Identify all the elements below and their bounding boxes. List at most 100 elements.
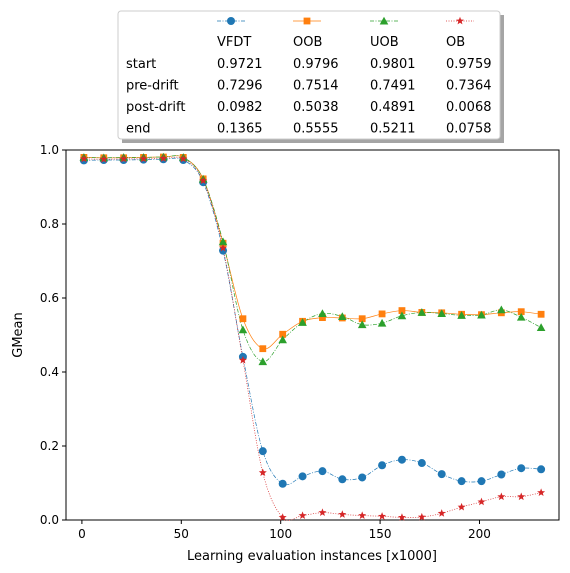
data-point-vfdt: [457, 477, 466, 486]
legend-marker-oob: [303, 17, 311, 25]
data-point-ob: [238, 355, 247, 364]
data-point-oob: [319, 314, 326, 322]
legend-cell: 0.1365: [217, 122, 263, 137]
y-tick-label: 0.2: [40, 439, 59, 453]
legend-marker-vfdt: [227, 17, 235, 25]
series-line-oob: [83, 155, 542, 350]
legend-row-label: pre-drift: [126, 79, 179, 94]
data-point-ob: [477, 497, 486, 506]
data-point-oob: [259, 345, 267, 353]
legend: VFDT OOB UOB OB start 0.9721 0.9796 0.9801 0.975…: [117, 10, 504, 143]
data-point-vfdt: [477, 477, 486, 486]
data-point-vfdt: [318, 467, 327, 476]
data-point-ob: [219, 243, 228, 252]
x-tick-label: 150: [369, 527, 392, 541]
data-point-ob: [457, 502, 466, 511]
y-axis-ticks: 0.0 0.2 0.4 0.6 0.8 1.0: [40, 143, 66, 527]
x-tick-label: 0: [78, 527, 86, 541]
data-point-oob: [537, 310, 545, 318]
series-lines: [83, 155, 542, 521]
data-point-vfdt: [298, 472, 307, 481]
data-point-ob: [537, 488, 546, 497]
data-point-uob: [357, 320, 367, 329]
data-point-uob: [497, 305, 506, 314]
legend-frame: [117, 10, 501, 140]
data-point-ob: [139, 154, 148, 163]
data-point-ob: [497, 492, 506, 501]
y-tick-label: 1.0: [40, 143, 59, 157]
data-point-ob: [318, 508, 327, 516]
data-point-vfdt: [537, 465, 546, 474]
data-point-vfdt: [258, 447, 267, 456]
data-point-ob: [338, 510, 347, 518]
data-point-uob: [457, 311, 466, 319]
y-tick-label: 0.6: [40, 291, 59, 305]
legend-cell: 0.5038: [293, 100, 339, 115]
legend-table: VFDT OOB UOB OB start 0.9721 0.9796 0.9801 0.975…: [126, 35, 492, 137]
legend-row-label: start: [126, 57, 156, 72]
y-axis-label: GMean: [11, 312, 26, 358]
data-point-ob: [199, 176, 208, 185]
legend-cell: 0.5211: [370, 122, 416, 137]
data-point-ob: [378, 512, 387, 520]
data-point-vfdt: [278, 479, 287, 488]
data-point-uob: [258, 357, 268, 366]
data-point-uob: [536, 323, 546, 332]
data-point-oob: [239, 315, 247, 323]
data-point-uob: [377, 318, 387, 327]
data-point-ob: [298, 511, 307, 519]
data-point-uob: [318, 309, 327, 317]
data-point-oob: [517, 308, 525, 316]
data-point-vfdt: [219, 246, 228, 255]
legend-column-header: OB: [446, 35, 465, 50]
data-point-vfdt: [397, 455, 406, 464]
data-point-ob: [179, 154, 188, 163]
legend-marker-ob: [456, 16, 464, 25]
legend-row-label: post-drift: [126, 100, 185, 115]
data-point-uob: [238, 325, 248, 334]
legend-column-header: OOB: [293, 35, 322, 50]
legend-cell: 0.0068: [446, 100, 492, 115]
data-point-uob: [437, 309, 447, 317]
legend-cell: 0.9796: [293, 57, 339, 72]
x-axis-label: Learning evaluation instances [x1000]: [187, 549, 437, 564]
x-axis-ticks: 0 50 100 150 200: [78, 520, 491, 541]
data-point-oob: [358, 315, 366, 323]
plot-frame: [65, 149, 560, 521]
legend-cell: 0.0982: [217, 100, 263, 115]
data-point-uob: [298, 318, 307, 326]
legend-cell: 0.0758: [446, 122, 492, 137]
legend-cell: 0.7514: [293, 79, 339, 94]
data-point-ob: [437, 509, 446, 517]
data-point-ob: [417, 512, 426, 521]
data-point-ob: [358, 511, 367, 519]
legend-marker-uob: [379, 16, 389, 25]
legend-cell: 0.9721: [217, 57, 263, 72]
data-point-vfdt: [338, 475, 347, 484]
legend-cell: 0.4891: [370, 100, 416, 115]
data-point-uob: [218, 237, 228, 246]
data-point-uob: [397, 311, 407, 320]
data-point-uob: [477, 310, 486, 319]
data-point-ob: [79, 154, 88, 163]
series-line-vfdt: [83, 157, 542, 486]
x-tick-label: 50: [174, 527, 189, 541]
data-point-uob: [516, 312, 526, 321]
legend-cell: 0.7491: [370, 79, 416, 94]
data-point-ob: [517, 492, 526, 501]
legend-column-header: UOB: [370, 35, 399, 50]
legend-column-header: VFDT: [217, 35, 251, 50]
legend-row-label: end: [126, 122, 151, 137]
y-tick-label: 0.8: [40, 217, 59, 231]
data-point-vfdt: [378, 461, 387, 470]
series-markers: [79, 152, 546, 521]
data-point-uob: [278, 335, 287, 344]
legend-cell: 0.9759: [446, 57, 492, 72]
series-line-uob: [83, 155, 542, 362]
y-tick-label: 0.4: [40, 365, 59, 379]
x-tick-label: 100: [269, 527, 292, 541]
series-line-ob: [83, 156, 542, 521]
data-point-vfdt: [358, 473, 367, 482]
data-point-vfdt: [437, 470, 446, 479]
